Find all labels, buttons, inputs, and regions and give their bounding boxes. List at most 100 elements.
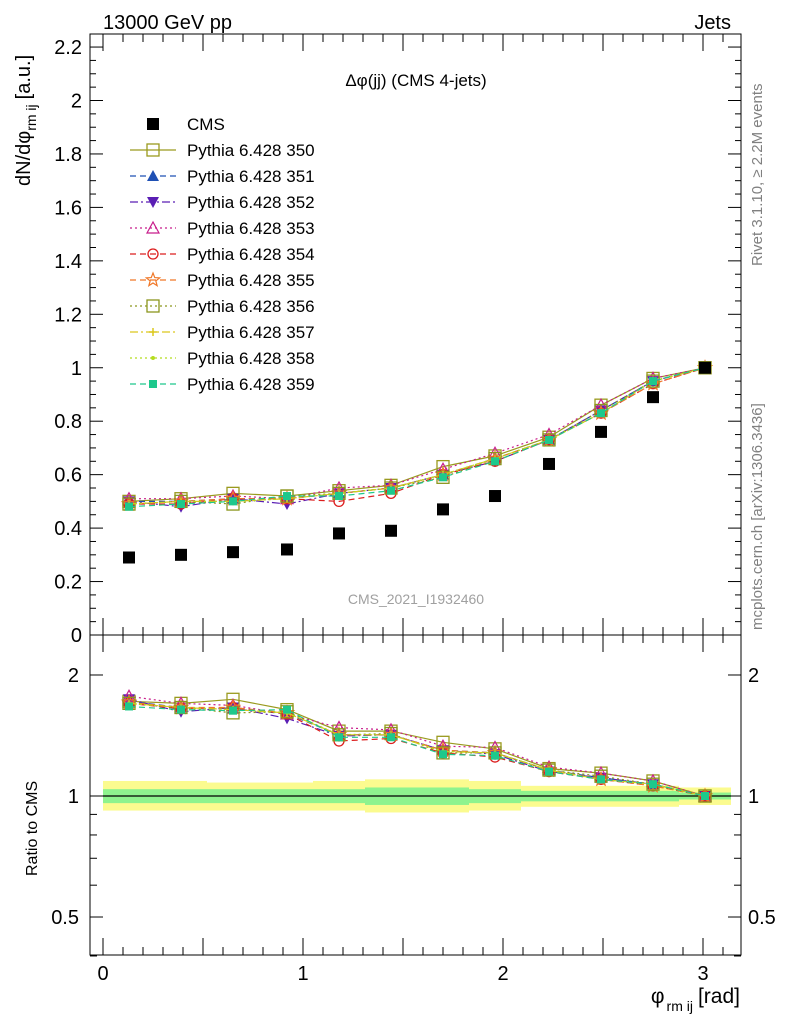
data-point-pythia-6-428-354 [595, 407, 607, 419]
ratio-y-tick-label-right: 2 [748, 665, 759, 687]
legend-marker [144, 271, 162, 288]
legend-label: Pythia 6.428 358 [187, 349, 315, 368]
legend-marker [149, 380, 157, 388]
data-point-pythia-6-428-359 [439, 473, 447, 482]
legend-label: Pythia 6.428 357 [187, 323, 315, 342]
ratio-point-pythia-6-428-359 [701, 792, 709, 800]
legend-marker [147, 248, 159, 260]
legend-label: Pythia 6.428 354 [187, 245, 315, 264]
analysis-watermark: CMS_2021_I1932460 [348, 591, 484, 607]
legend-entry-pythia-6-428-353: Pythia 6.428 353 [130, 219, 315, 238]
ratio-y-axis-label: Ratio to CMS [24, 781, 41, 876]
legend-entry-pythia-6-428-351: Pythia 6.428 351 [130, 167, 315, 186]
legend: CMS Pythia 6.428 350 Pythia 6.428 351 Pythi… [130, 115, 315, 394]
data-point-pythia-6-428-359 [387, 486, 395, 495]
legend-marker [146, 299, 160, 313]
x-axis: 0 1 2 3 [97, 34, 724, 985]
legend-marker [146, 143, 160, 157]
legend-entry-pythia-6-428-350: Pythia 6.428 350 [130, 141, 315, 160]
ratio-point-pythia-6-428-359 [335, 733, 343, 742]
data-point-pythia-6-428-359 [283, 492, 291, 501]
header-right: Jets [694, 12, 731, 34]
legend-entry-pythia-6-428-354: Pythia 6.428 354 [130, 245, 315, 264]
main-y-tick-label: 1 [71, 358, 82, 380]
series-cms [123, 361, 711, 564]
data-point-pythia-6-428-359 [597, 409, 605, 418]
main-y-tick-label: 0.2 [54, 572, 82, 594]
ratio-series-pythia-6-428-359 [125, 702, 709, 800]
ratio-y-axis: 0.5 0.5 1 1 2 2 [51, 665, 776, 957]
main-y-tick-label: 2 [71, 91, 82, 113]
ratio-point-pythia-6-428-359 [125, 702, 133, 711]
main-series-layer [120, 359, 714, 564]
legend-entry-pythia-6-428-356: Pythia 6.428 356 [130, 297, 315, 316]
ratio-point-pythia-6-428-359 [283, 705, 291, 714]
series-line-pythia-6-428-356 [128, 367, 706, 505]
legend-label: Pythia 6.428 355 [187, 271, 315, 290]
legend-entry-cms: CMS [147, 115, 225, 134]
data-point-pythia-6-428-356 [646, 374, 660, 388]
ratio-line-pythia-6-428-353 [128, 695, 706, 797]
x-tick-label: 1 [297, 963, 308, 985]
ratio-y-tick-label-left: 0.5 [51, 907, 79, 929]
ratio-point-pythia-6-428-356 [436, 746, 450, 760]
legend-marker [147, 197, 159, 208]
legend-entry-pythia-6-428-358: Pythia 6.428 358 [130, 349, 315, 368]
series-line-pythia-6-428-359 [128, 367, 706, 508]
data-point-cms [333, 527, 345, 540]
data-point-cms [647, 391, 659, 404]
data-point-cms [175, 548, 187, 561]
main-y-axis: 0 0.2 0.4 0.6 0.8 1 1.2 1.4 1.6 1.8 2 2.2 [54, 37, 741, 647]
data-point-cms [437, 503, 449, 516]
ratio-point-pythia-6-428-359 [597, 775, 605, 784]
main-y-tick-label: 1.6 [54, 197, 82, 219]
ratio-point-pythia-6-428-359 [491, 751, 499, 760]
main-y-axis-label-main: dN/dφ [13, 131, 35, 186]
main-y-tick-label: 1.4 [54, 251, 82, 273]
ratio-y-tick-label-right: 1 [748, 786, 759, 808]
ratio-point-pythia-6-428-359 [387, 733, 395, 742]
legend-marker [151, 356, 155, 360]
main-y-tick-label: 0.8 [54, 411, 82, 433]
legend-marker [145, 220, 161, 234]
side-label-bottom: mcplots.cern.ch [arXiv:1306.3436] [749, 403, 766, 630]
main-y-tick-label: 1.2 [54, 304, 82, 326]
legend-marker [147, 118, 159, 130]
data-point-cms [699, 361, 711, 374]
data-point-cms [281, 543, 293, 556]
legend-entry-pythia-6-428-357: Pythia 6.428 357 [130, 323, 315, 342]
main-y-tick-label: 1.8 [54, 144, 82, 166]
data-point-cms [385, 524, 397, 537]
main-y-axis-label-unit: [a.u.] [13, 55, 35, 99]
main-y-tick-label: 2.2 [54, 37, 82, 59]
legend-label: CMS [187, 115, 225, 134]
ratio-point-pythia-6-428-359 [229, 706, 237, 715]
data-point-cms [595, 425, 607, 438]
ratio-point-pythia-6-428-354 [699, 790, 711, 802]
data-point-pythia-6-428-359 [177, 500, 185, 509]
data-point-pythia-6-428-356 [542, 433, 556, 447]
ratio-series-layer [120, 689, 714, 804]
x-tick-label: 3 [697, 963, 708, 985]
data-point-pythia-6-428-359 [229, 497, 237, 506]
legend-marker [147, 170, 159, 181]
ratio-y-tick-label-left: 1 [68, 786, 79, 808]
x-axis-label-unit: [rad] [698, 985, 740, 1008]
data-point-cms [227, 546, 239, 559]
data-point-cms [489, 490, 501, 503]
x-axis-label-subscript: rm ij [667, 998, 693, 1014]
legend-label: Pythia 6.428 359 [187, 375, 315, 394]
legend-label: Pythia 6.428 353 [187, 219, 315, 238]
x-axis-label: φ rm ij [rad] [651, 985, 740, 1014]
data-point-cms [543, 457, 555, 470]
legend-label: Pythia 6.428 352 [187, 193, 315, 212]
ratio-line-pythia-6-428-359 [128, 705, 706, 797]
ratio-point-pythia-6-428-359 [545, 767, 553, 776]
header-left: 13000 GeV pp [103, 12, 232, 34]
legend-label: Pythia 6.428 356 [187, 297, 315, 316]
ratio-y-tick-label-left: 2 [68, 665, 79, 687]
legend-entry-pythia-6-428-352: Pythia 6.428 352 [130, 193, 315, 212]
ratio-plot-frame [89, 634, 742, 956]
series-line-pythia-6-428-353 [129, 367, 706, 500]
